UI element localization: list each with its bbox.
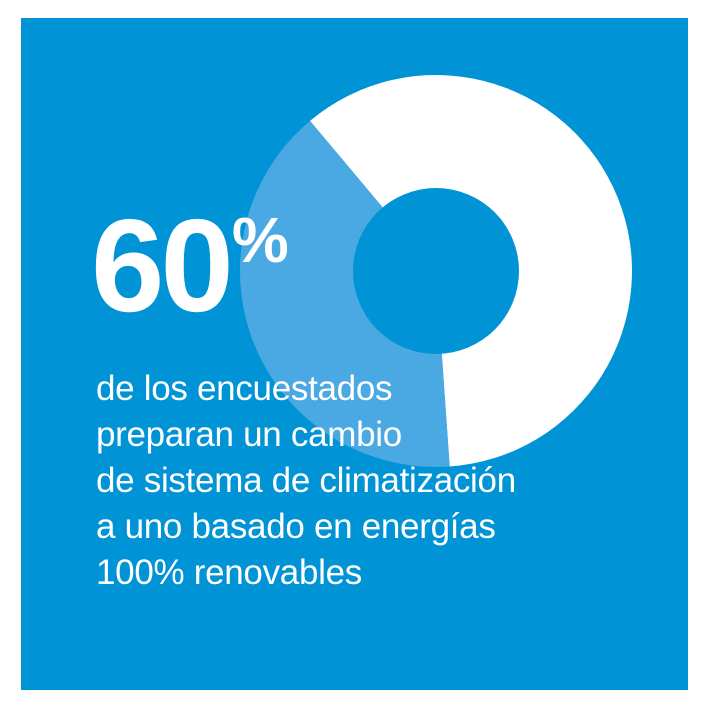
donut-hole xyxy=(353,188,519,354)
donut-chart xyxy=(239,75,632,467)
caption-line-3: de sistema de climatización xyxy=(96,461,516,500)
headline-percentage: 60% xyxy=(91,200,289,332)
caption-line-4: a uno basado en energías xyxy=(96,507,496,546)
caption-line-2: preparan un cambio xyxy=(96,415,402,454)
headline-number: 60 xyxy=(91,192,234,339)
caption-text: de los encuestados preparan un cambio de… xyxy=(96,366,656,596)
caption-line-5: 100% renovables xyxy=(96,553,362,592)
donut-slice-2 xyxy=(239,120,450,467)
infographic-panel: 60% de los encuestados preparan un cambi… xyxy=(21,18,688,690)
headline-percent-sign: % xyxy=(231,204,289,276)
caption-line-1: de los encuestados xyxy=(96,369,393,408)
